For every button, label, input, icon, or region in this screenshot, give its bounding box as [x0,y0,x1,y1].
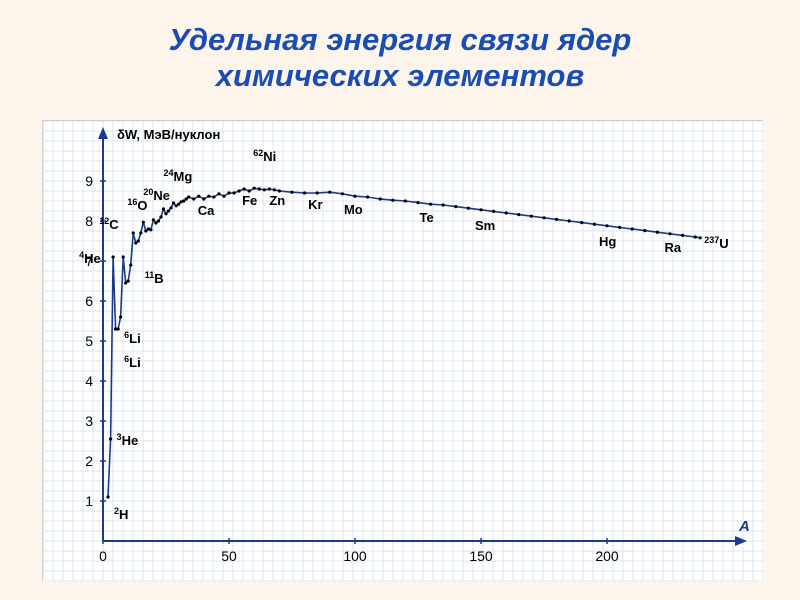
svg-text:237U: 237U [704,235,728,251]
svg-text:Zn: Zn [269,193,285,208]
chart-area: 050100150200123456789δW, МэВ/нуклонA2H3H… [42,120,763,581]
svg-text:4: 4 [85,373,93,389]
svg-text:Fe: Fe [242,193,257,208]
svg-text:9: 9 [85,173,93,189]
svg-text:50: 50 [221,548,237,564]
slide: Удельная энергия связи ядер химических э… [0,0,800,600]
svg-text:6Li: 6Li [124,354,141,370]
svg-text:24Mg: 24Mg [163,168,192,184]
svg-text:Ra: Ra [665,240,682,255]
svg-text:Hg: Hg [599,234,616,249]
svg-text:150: 150 [469,548,493,564]
svg-text:2H: 2H [114,506,128,522]
svg-text:3: 3 [85,413,93,429]
svg-text:A: A [738,518,750,535]
title-line-2: химических элементов [216,58,584,93]
svg-text:8: 8 [85,213,93,229]
svg-text:2: 2 [85,453,93,469]
svg-text:δW, МэВ/нуклон: δW, МэВ/нуклон [117,127,220,142]
svg-text:62Ni: 62Ni [253,148,276,164]
svg-text:5: 5 [85,333,93,349]
svg-text:200: 200 [595,548,619,564]
svg-text:Kr: Kr [308,197,322,212]
svg-text:11B: 11B [145,270,164,286]
svg-text:4He: 4He [79,250,101,266]
svg-text:1: 1 [85,493,93,509]
svg-text:3He: 3He [117,432,139,448]
title-line-1: Удельная энергия связи ядер [169,22,632,57]
svg-text:6Li: 6Li [124,330,141,346]
svg-text:100: 100 [343,548,367,564]
binding-energy-chart: 050100150200123456789δW, МэВ/нуклонA2H3H… [43,121,763,581]
svg-text:Sm: Sm [475,218,495,233]
svg-text:Ca: Ca [198,203,215,218]
svg-text:Mo: Mo [344,202,363,217]
slide-title: Удельная энергия связи ядер химических э… [50,22,750,93]
svg-text:0: 0 [99,548,107,564]
svg-text:Te: Te [420,210,434,225]
svg-text:6: 6 [85,293,93,309]
